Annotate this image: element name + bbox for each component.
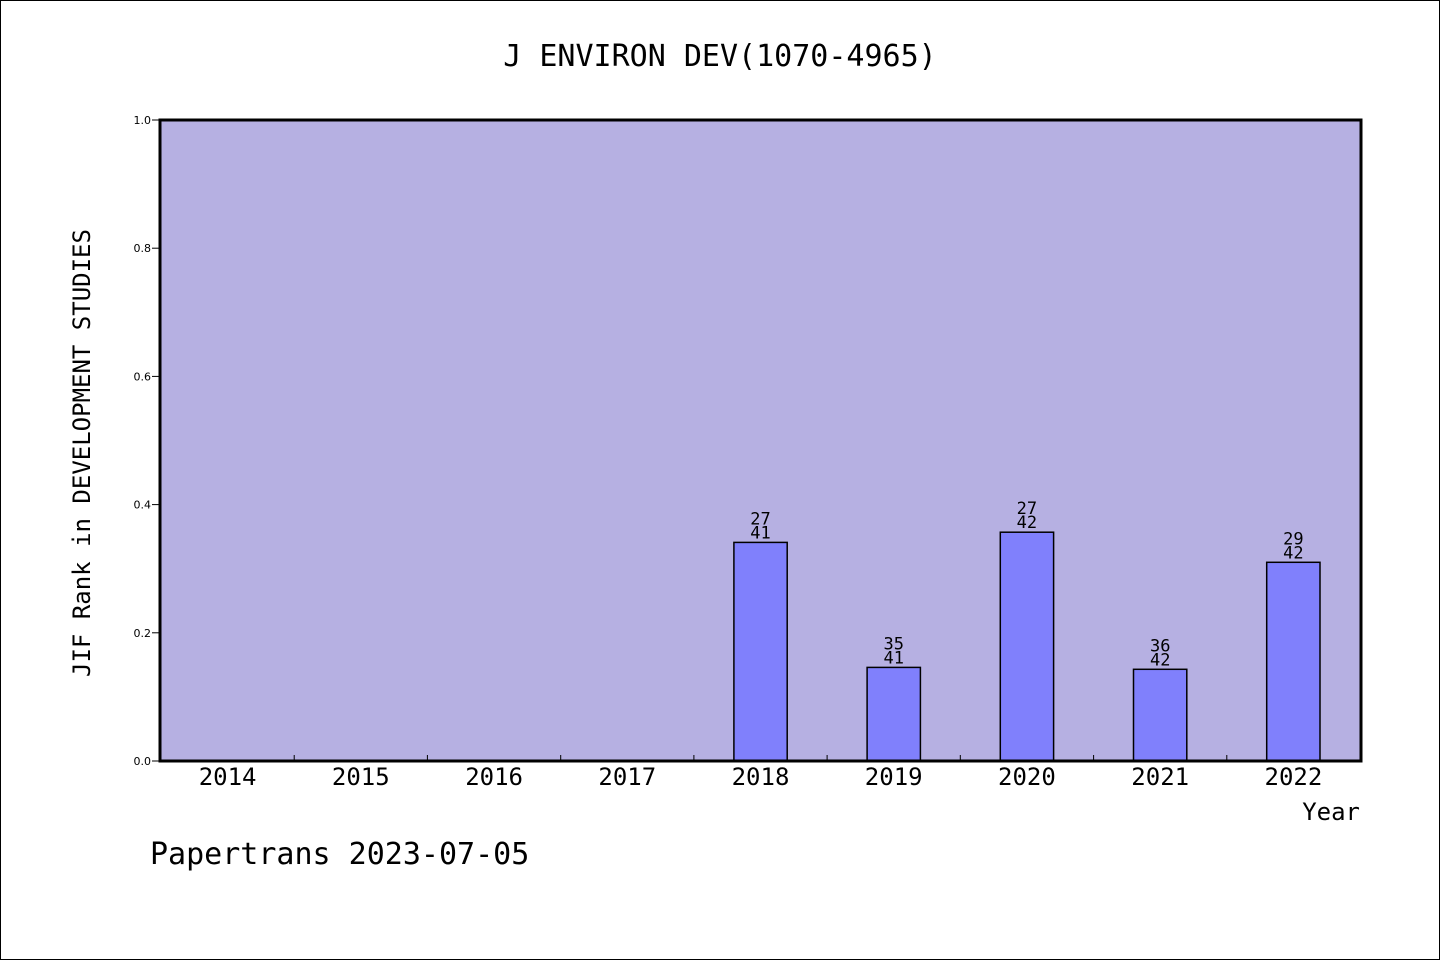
bar-label-rank-2021: 36	[1150, 636, 1170, 656]
x-tick-label-2017: 2017	[598, 763, 656, 791]
bar-2019	[866, 666, 922, 762]
bar-2018	[733, 541, 788, 762]
x-tick-label-2020: 2020	[998, 763, 1056, 791]
bar-label-total-2019: 41	[883, 648, 903, 668]
y-tick-label-0.6: 0.6	[134, 370, 152, 383]
x-tick-label-2022: 2022	[1265, 763, 1323, 791]
bar-label-total-2022: 42	[1283, 543, 1303, 563]
bar-label-rank-2020: 27	[1017, 499, 1037, 519]
x-axis-label: Year	[1302, 798, 1360, 826]
bar-label-rank-2018: 27	[750, 509, 770, 529]
bar-label-total-2018: 41	[750, 523, 770, 543]
y-tick-label-0.0: 0.0	[134, 755, 152, 768]
x-tick-label-2019: 2019	[865, 763, 923, 791]
x-tick-label-2016: 2016	[465, 763, 523, 791]
y-tick-label-0.8: 0.8	[134, 242, 152, 255]
bar-2021	[1132, 668, 1188, 762]
y-axis-label: JIF Rank in DEVELOPMENT STUDIES	[68, 229, 96, 677]
chart-title: J ENVIRON DEV(1070-4965)	[503, 39, 936, 74]
plot-border	[158, 118, 1363, 763]
y-tick-label-0.4: 0.4	[134, 499, 152, 512]
y-tick-label-1.0: 1.0	[134, 114, 152, 127]
x-tick-label-2021: 2021	[1131, 763, 1189, 791]
x-tick-label-2015: 2015	[332, 763, 390, 791]
bar-label-total-2020: 42	[1017, 513, 1037, 533]
y-tick-label-0.2: 0.2	[134, 627, 152, 640]
x-axis-ticks: 2014 2015 2016 2017 2018 2019 2020 2021 2022	[199, 755, 1323, 791]
bar-2022	[1265, 561, 1321, 762]
footer-watermark: Papertrans 2023-07-05	[150, 837, 529, 872]
bar-label-total-2021: 42	[1150, 650, 1170, 670]
x-tick-label-2018: 2018	[732, 763, 790, 791]
bar-label-rank-2022: 29	[1283, 529, 1303, 549]
y-axis-ticks: 0.0 0.2 0.4 0.6 0.8 1.0	[134, 114, 160, 768]
bar-label-rank-2019: 35	[883, 634, 903, 654]
x-tick-label-2014: 2014	[199, 763, 257, 791]
bar-2020	[999, 531, 1055, 762]
